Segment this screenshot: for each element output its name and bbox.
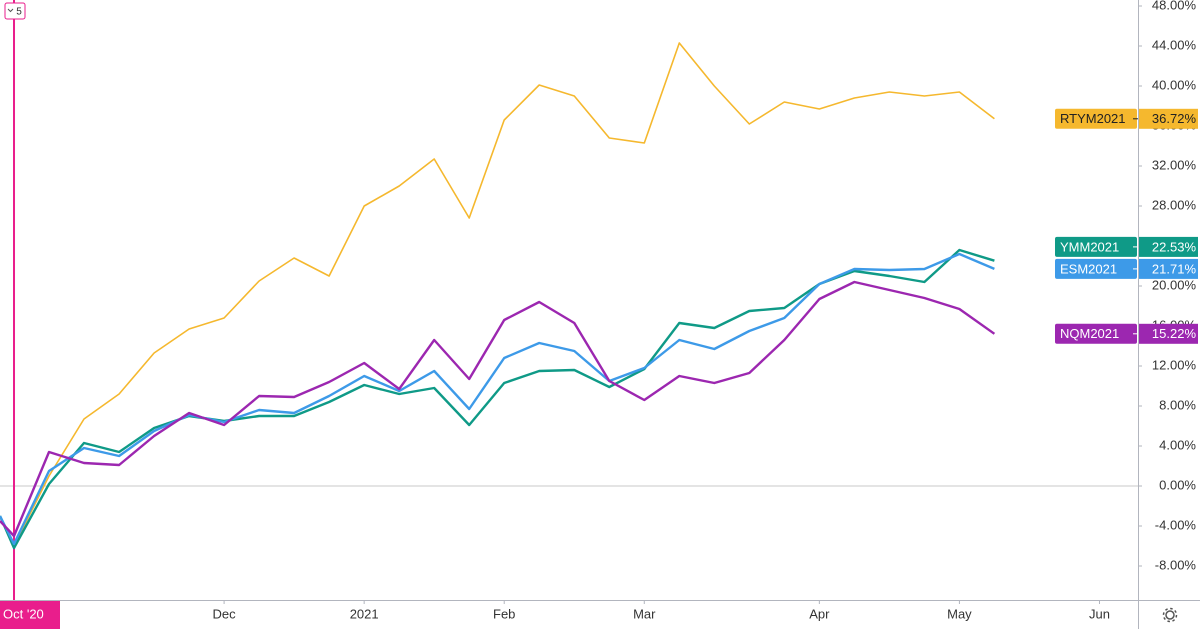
- series-line: [0, 280, 996, 538]
- x-tick-label: May: [947, 606, 972, 621]
- marker-label-box: [4, 2, 26, 20]
- series-line: [0, 252, 995, 546]
- value-label: 36.72%: [1152, 111, 1197, 126]
- x-tick-label: Jun: [1089, 606, 1110, 621]
- price-tag: YMM2021 22.53%: [1055, 236, 1198, 257]
- value-box: [1139, 323, 1198, 344]
- value-box: [1139, 258, 1198, 279]
- y-tick-label: 48.00%: [1152, 0, 1197, 12]
- legend-entry: YMM2021: [1060, 239, 1119, 254]
- y-tick-label: 20.00%: [1152, 277, 1197, 292]
- y-tick-label: 0.00%: [1159, 477, 1196, 492]
- gear-ring: [1165, 610, 1175, 620]
- marker-label: 5: [16, 7, 22, 18]
- y-tick-label: 44.00%: [1152, 37, 1197, 52]
- legend-entry: ESM2021: [1060, 261, 1117, 276]
- series-name-box: [1055, 108, 1137, 129]
- series-line: [0, 42, 995, 547]
- price-tag: ESM2021 21.71%: [1055, 258, 1198, 279]
- value-label: 21.71%: [1152, 261, 1197, 276]
- x-tick-label: Apr: [809, 606, 830, 621]
- y-tick-label: 28.00%: [1152, 197, 1197, 212]
- gear-teeth: [1162, 607, 1178, 623]
- value-box: [1139, 108, 1198, 129]
- x-tick-label: Feb: [493, 606, 515, 621]
- x-tick-label: Dec: [213, 606, 237, 621]
- y-tick-label: 12.00%: [1152, 357, 1197, 372]
- legend-entry: NQM2021: [1060, 326, 1119, 341]
- value-label: 15.22%: [1152, 326, 1197, 341]
- settings-icon[interactable]: [1162, 607, 1178, 623]
- y-tick-label: 4.00%: [1159, 437, 1196, 452]
- y-tick-label: 32.00%: [1152, 157, 1197, 172]
- x-tick-label: Oct '20: [3, 606, 44, 621]
- value-label: 22.53%: [1152, 239, 1197, 254]
- price-tag: NQM2021 15.22%: [1055, 323, 1198, 344]
- y-tick-label: -4.00%: [1155, 517, 1197, 532]
- price-tag: RTYM2021 36.72%: [1055, 108, 1198, 129]
- marker-chevron: [7, 8, 14, 13]
- y-tick-label: -8.00%: [1155, 557, 1197, 572]
- value-box: [1139, 236, 1198, 257]
- y-tick-label: 40.00%: [1152, 77, 1197, 92]
- x-tick-label: Mar: [633, 606, 656, 621]
- series-name-box: [1055, 323, 1137, 344]
- marker-time-box: [0, 601, 60, 629]
- x-tick-label: 2021: [350, 606, 379, 621]
- series-name-box: [1055, 236, 1137, 257]
- y-tick-label: 8.00%: [1159, 397, 1196, 412]
- series-name-box: [1055, 258, 1137, 279]
- legend-entry: RTYM2021: [1060, 111, 1126, 126]
